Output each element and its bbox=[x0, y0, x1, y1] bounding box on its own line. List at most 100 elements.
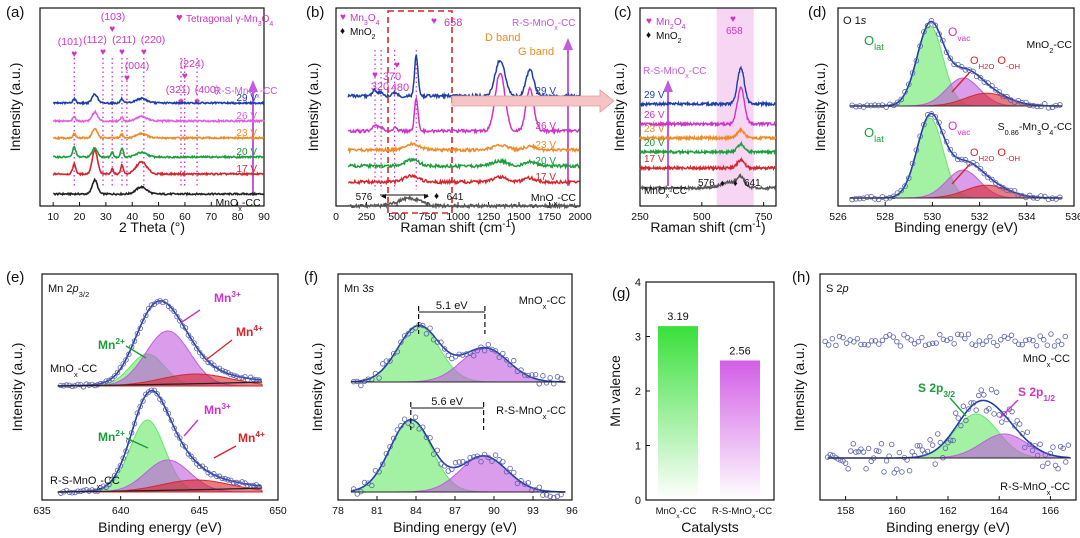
data-point bbox=[972, 342, 979, 348]
data-point bbox=[514, 368, 521, 374]
pointer-line bbox=[205, 339, 233, 361]
data-point bbox=[427, 435, 433, 441]
peak-label: (321) bbox=[166, 84, 191, 96]
data-point bbox=[174, 431, 180, 438]
highlight-band bbox=[716, 8, 754, 206]
data-point bbox=[958, 422, 964, 429]
data-point bbox=[398, 339, 404, 345]
data-point bbox=[962, 67, 969, 73]
x-tick-label: 81 bbox=[371, 505, 383, 517]
label-part: MnO bbox=[644, 186, 666, 197]
data-point bbox=[199, 353, 206, 359]
data-point bbox=[955, 331, 961, 337]
data-point bbox=[883, 458, 890, 464]
data-point bbox=[932, 114, 939, 120]
y-axis-label: Intensity (a.u.) bbox=[611, 63, 627, 152]
data-point bbox=[514, 480, 521, 487]
data-point bbox=[194, 345, 200, 352]
data-point bbox=[894, 338, 900, 345]
data-point bbox=[965, 331, 972, 337]
data-point bbox=[891, 470, 897, 476]
label-part: Mn bbox=[214, 291, 231, 305]
data-point bbox=[376, 375, 382, 381]
x-tick-label: 1500 bbox=[507, 211, 531, 223]
baseline bbox=[57, 487, 263, 493]
data-point bbox=[928, 18, 935, 24]
data-point bbox=[80, 384, 87, 390]
legend-label: MnO2 bbox=[656, 31, 682, 45]
component-label: Mn2+ bbox=[98, 428, 125, 444]
data-point bbox=[208, 472, 214, 478]
x-tick-label: 532 bbox=[971, 211, 989, 223]
data-point bbox=[1065, 442, 1072, 448]
data-point bbox=[117, 364, 124, 371]
data-point bbox=[1050, 444, 1056, 450]
sample-label: MnO2-CC bbox=[1026, 39, 1072, 55]
data-point bbox=[518, 478, 524, 484]
data-point bbox=[140, 398, 146, 404]
label-part: p bbox=[71, 283, 78, 295]
data-point bbox=[137, 325, 143, 332]
component-label: Olat bbox=[864, 33, 884, 52]
data-point bbox=[888, 441, 895, 448]
data-point bbox=[960, 403, 967, 409]
data-point bbox=[928, 111, 935, 117]
data-point bbox=[1060, 445, 1066, 452]
data-point bbox=[985, 80, 991, 86]
data-point bbox=[471, 454, 477, 460]
label-part: p bbox=[842, 283, 849, 295]
x-tick-label: 1750 bbox=[538, 211, 562, 223]
data-point bbox=[842, 460, 849, 466]
data-point bbox=[423, 331, 430, 337]
data-point bbox=[1044, 342, 1051, 348]
data-point bbox=[219, 367, 226, 374]
sample-label: MnOx-CC bbox=[50, 363, 97, 379]
legend-label: Mn3O4 bbox=[350, 13, 380, 27]
x-axis-label: Catalysts bbox=[681, 519, 739, 535]
data-point bbox=[420, 322, 426, 329]
peak-label: 576 bbox=[356, 192, 373, 203]
data-point bbox=[521, 481, 528, 487]
y-axis-label: Intensity (a.u.) bbox=[7, 63, 23, 152]
data-point bbox=[109, 376, 115, 382]
label-part: -CC bbox=[689, 66, 707, 77]
label-part: 3+ bbox=[231, 289, 241, 299]
pointer-line bbox=[213, 445, 237, 459]
data-point bbox=[879, 194, 886, 200]
data-point bbox=[1004, 93, 1010, 100]
diamond-icon: ♦ bbox=[340, 26, 345, 37]
label-part: -CC bbox=[680, 506, 697, 517]
data-point bbox=[996, 89, 1003, 95]
label-part: -OH bbox=[1006, 62, 1020, 71]
label-part: -CC bbox=[669, 186, 687, 197]
data-point bbox=[898, 96, 905, 103]
label-part: x bbox=[676, 513, 680, 520]
data-point bbox=[940, 336, 947, 343]
series-label: MnOx-CC bbox=[531, 192, 577, 208]
data-point bbox=[383, 450, 390, 457]
label-part: 4+ bbox=[255, 429, 265, 439]
heart-icon: ♥ bbox=[182, 71, 188, 82]
x-axis-label: 2 Theta (°) bbox=[119, 219, 185, 235]
label-part: 3/2 bbox=[943, 389, 955, 399]
panel-title: Mn 3s bbox=[344, 283, 374, 295]
peak-label: (224) bbox=[180, 58, 205, 70]
data-point bbox=[1030, 337, 1036, 344]
data-point bbox=[202, 465, 209, 472]
label-part: Tetragonal γ-Mn bbox=[186, 14, 258, 25]
data-point bbox=[182, 325, 189, 331]
panel-e: (e) Intensity (a.u.) Binding energy (eV) Mn… bbox=[6, 269, 287, 535]
data-point bbox=[876, 341, 882, 347]
data-point bbox=[976, 392, 982, 399]
label-part: MnO bbox=[1026, 39, 1049, 51]
data-point bbox=[500, 459, 506, 465]
data-point bbox=[962, 335, 968, 342]
label-part: vac bbox=[957, 33, 970, 43]
label-part: lat bbox=[874, 134, 884, 144]
data-point bbox=[191, 340, 197, 346]
data-point bbox=[376, 469, 382, 475]
series-label: 26 V bbox=[236, 111, 257, 122]
panel-f-label: (f) bbox=[304, 269, 318, 286]
data-point bbox=[233, 373, 240, 379]
data-point bbox=[106, 377, 112, 384]
